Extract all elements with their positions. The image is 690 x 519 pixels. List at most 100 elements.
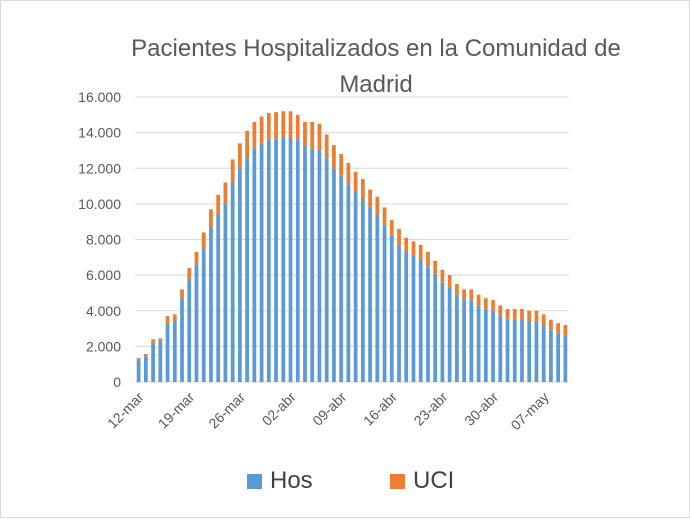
bar-hos	[245, 157, 249, 382]
bar-uci	[455, 284, 459, 295]
bar-uci	[541, 314, 546, 325]
bar-hos	[375, 214, 380, 382]
bar-hos	[476, 305, 481, 382]
bar-hos	[455, 294, 459, 382]
legend-item-hos: Hos	[247, 467, 313, 495]
bar-uci	[440, 269, 445, 283]
chart-legend: Hos UCI	[1, 461, 690, 501]
bar-hos	[151, 342, 155, 382]
bar-hos	[520, 319, 524, 382]
bar-hos	[498, 316, 503, 382]
bar-hos	[447, 287, 452, 382]
x-tick-label: 02-abr	[259, 389, 299, 429]
bar-uci	[281, 111, 286, 138]
bar-hos	[505, 319, 510, 382]
bar-hos	[462, 300, 466, 382]
bar-uci	[360, 178, 365, 199]
bar-hos	[549, 330, 553, 382]
bar-hos	[324, 157, 329, 382]
bar-hos	[259, 143, 264, 382]
bar-hos	[274, 139, 278, 382]
bar-hos	[339, 175, 344, 382]
bar-hos	[266, 139, 271, 382]
bar-hos	[483, 308, 488, 382]
bar-hos	[201, 248, 206, 382]
legend-swatch-hos	[247, 473, 262, 489]
x-tick-label: 26-mar	[205, 389, 248, 432]
y-tick-label: 12.000	[78, 160, 121, 176]
bar-uci	[187, 268, 192, 279]
y-tick-label: 6.000	[86, 267, 121, 283]
bar-uci	[505, 308, 510, 320]
bar-uci	[158, 338, 163, 342]
bar-uci	[498, 305, 503, 317]
bar-uci	[339, 154, 344, 176]
bar-uci	[332, 145, 336, 169]
y-tick-label: 0	[113, 374, 121, 390]
bar-hos	[230, 182, 235, 382]
bar-hos	[404, 251, 409, 382]
bar-uci	[230, 159, 235, 183]
legend-swatch-uci	[390, 473, 405, 489]
chart-title: Pacientes Hospitalizados en la Comunidad…	[131, 35, 621, 98]
bar-hos	[187, 278, 192, 382]
bar-uci	[520, 308, 524, 320]
bar-uci	[324, 134, 329, 158]
bar-uci	[252, 121, 257, 149]
bar-uci	[462, 289, 466, 301]
bar-hos	[469, 300, 474, 382]
bar-uci	[563, 325, 568, 336]
bar-uci	[512, 308, 517, 320]
bar-uci	[368, 189, 372, 208]
bar-uci	[549, 319, 553, 331]
bar-hos	[165, 323, 170, 382]
bar-hos	[223, 203, 228, 382]
bar-hos	[541, 325, 546, 382]
y-tick-label: 16.000	[78, 89, 121, 105]
bar-hos	[389, 235, 394, 382]
bar-uci	[194, 251, 199, 265]
bar-hos	[143, 356, 148, 382]
legend-item-uci: UCI	[390, 467, 454, 495]
bar-uci	[556, 323, 561, 334]
bar-hos	[360, 198, 365, 382]
y-tick-label: 14.000	[78, 125, 121, 141]
bar-hos	[281, 137, 286, 382]
bar-hos	[317, 150, 322, 382]
bar-uci	[411, 241, 416, 256]
bar-uci	[483, 298, 488, 309]
bar-uci	[136, 357, 141, 360]
bar-uci	[266, 113, 271, 140]
y-tick-label: 8.000	[86, 232, 121, 248]
bar-hos	[426, 266, 430, 382]
bar-uci	[389, 219, 394, 236]
bar-hos	[238, 168, 242, 382]
bar-uci	[245, 130, 249, 158]
x-tick-label: 19-mar	[155, 389, 198, 432]
bar-hos	[418, 259, 423, 382]
bar-hos	[491, 310, 495, 382]
y-tick-label: 2.000	[86, 338, 121, 354]
bar-uci	[527, 310, 532, 322]
bar-hos	[303, 145, 307, 382]
bar-hos	[180, 298, 184, 382]
bar-uci	[534, 310, 539, 322]
bar-uci	[426, 251, 430, 267]
bar-uci	[295, 114, 300, 140]
bar-uci	[433, 260, 438, 274]
bar-uci	[209, 209, 213, 228]
bar-hos	[172, 321, 177, 382]
bar-hos	[512, 319, 517, 382]
bar-hos	[411, 255, 416, 382]
bar-uci	[201, 232, 206, 249]
bar-hos	[216, 214, 221, 382]
y-tick-label: 4.000	[86, 303, 121, 319]
bar-uci	[476, 294, 481, 306]
bar-uci	[172, 314, 177, 322]
bar-hos	[527, 321, 532, 382]
bar-hos	[397, 244, 401, 382]
bar-uci	[346, 162, 351, 185]
bar-hos	[353, 191, 358, 382]
bar-hos	[368, 207, 372, 382]
bar-hos	[382, 225, 387, 382]
